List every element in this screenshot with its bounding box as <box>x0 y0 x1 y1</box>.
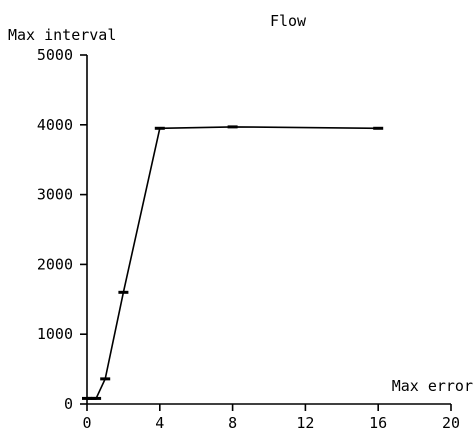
y-tick-label: 0 <box>64 395 73 413</box>
y-axis-title: Max interval <box>8 26 116 44</box>
x-tick-label: 0 <box>82 414 91 432</box>
axis-ticks <box>80 54 452 411</box>
y-tick-label: 5000 <box>37 46 73 64</box>
x-axis-title: Max error <box>392 377 473 395</box>
series-line <box>87 126 379 400</box>
x-tick-label: 12 <box>296 414 314 432</box>
x-tick-label: 4 <box>155 414 164 432</box>
x-tick-label: 20 <box>442 414 460 432</box>
y-tick-label: 4000 <box>37 116 73 134</box>
axes <box>86 55 451 405</box>
x-tick-label: 16 <box>369 414 387 432</box>
x-tick-label: 8 <box>228 414 237 432</box>
chart-title: Flow <box>270 12 307 30</box>
y-tick-label: 1000 <box>37 325 73 343</box>
y-tick-label: 3000 <box>37 186 73 204</box>
axis-tick-labels: 0 4 8 12 16 20 0 1000 2000 3000 4000 5000 <box>37 46 460 432</box>
data-series <box>82 125 384 400</box>
y-tick-label: 2000 <box>37 255 73 273</box>
